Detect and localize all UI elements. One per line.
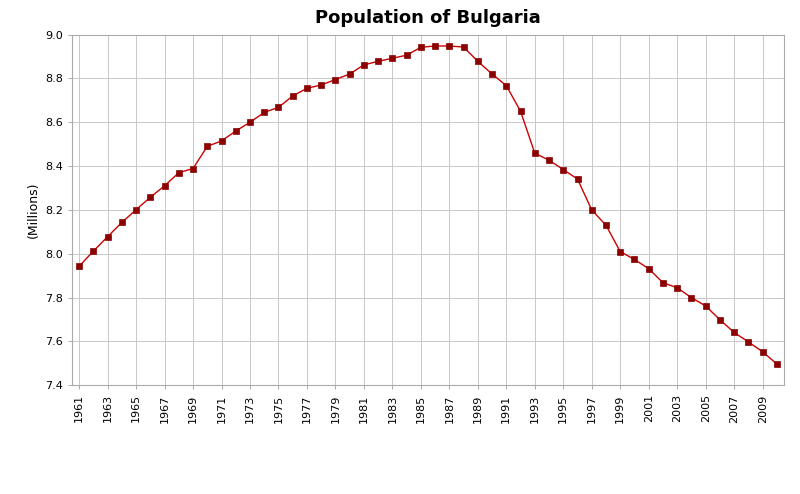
- Y-axis label: (Millions): (Millions): [26, 182, 39, 238]
- Title: Population of Bulgaria: Population of Bulgaria: [315, 9, 541, 28]
